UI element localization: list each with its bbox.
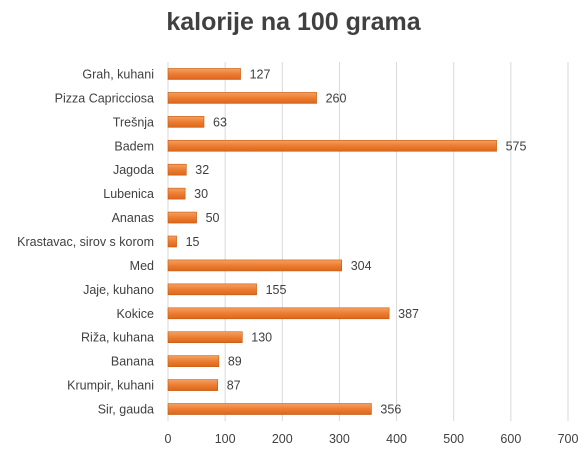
x-tick-label: 100 bbox=[215, 432, 236, 446]
category-label: Ananas bbox=[112, 211, 154, 225]
data-label: 130 bbox=[251, 331, 272, 345]
data-label: 15 bbox=[186, 235, 200, 249]
category-label: Pizza Capricciosa bbox=[55, 91, 154, 105]
data-label: 387 bbox=[398, 307, 419, 321]
bar bbox=[167, 187, 186, 200]
bar bbox=[167, 116, 205, 128]
category-label: Grah, kuhani bbox=[82, 67, 154, 81]
bar bbox=[167, 235, 177, 248]
bar bbox=[167, 163, 187, 176]
bar bbox=[167, 211, 197, 224]
x-tick-label: 600 bbox=[500, 432, 521, 446]
bar bbox=[167, 139, 497, 152]
data-label: 63 bbox=[213, 115, 227, 129]
category-label: Jaje, kuhano bbox=[83, 283, 154, 297]
category-label: Krastavac, sirov s korom bbox=[17, 235, 154, 249]
data-label: 356 bbox=[380, 403, 401, 417]
bar bbox=[167, 379, 219, 391]
bar bbox=[167, 355, 220, 367]
data-label: 304 bbox=[351, 259, 372, 273]
bar bbox=[167, 403, 372, 415]
data-label: 260 bbox=[326, 91, 347, 105]
category-label: Krumpir, kuhani bbox=[67, 379, 154, 393]
bars bbox=[167, 68, 497, 415]
x-tick-label: 700 bbox=[558, 432, 579, 446]
bar bbox=[167, 307, 390, 320]
data-label: 50 bbox=[206, 211, 220, 225]
data-label: 32 bbox=[195, 163, 209, 177]
category-label: Riža, kuhana bbox=[81, 331, 154, 345]
bar bbox=[167, 283, 257, 296]
data-label: 30 bbox=[194, 187, 208, 201]
chart-title: kalorije na 100 grama bbox=[166, 8, 421, 36]
x-tick-label: 500 bbox=[443, 432, 464, 446]
category-label: Kokice bbox=[116, 307, 154, 321]
category-label: Jagoda bbox=[113, 163, 154, 177]
bar bbox=[167, 259, 343, 272]
category-label: Badem bbox=[114, 139, 154, 153]
bar bbox=[167, 68, 241, 80]
x-tick-label: 0 bbox=[165, 432, 172, 446]
x-tick-label: 300 bbox=[329, 432, 350, 446]
data-label: 127 bbox=[250, 67, 271, 81]
category-label: Sir, gauda bbox=[98, 403, 154, 417]
category-label: Med bbox=[130, 259, 154, 273]
bar bbox=[167, 331, 243, 344]
data-label: 575 bbox=[506, 139, 527, 153]
x-tick-label: 400 bbox=[386, 432, 407, 446]
category-label: Lubenica bbox=[103, 187, 154, 201]
category-label: Trešnja bbox=[113, 115, 154, 129]
category-label: Banana bbox=[111, 355, 154, 369]
x-tick-label: 200 bbox=[272, 432, 293, 446]
bar bbox=[167, 92, 317, 104]
labels: 0 100 200 300 400 500 600 700 Grah, kuhani 127 Piz… bbox=[17, 67, 578, 446]
data-label: 89 bbox=[228, 355, 242, 369]
data-label: 87 bbox=[227, 379, 241, 393]
data-label: 155 bbox=[266, 283, 287, 297]
